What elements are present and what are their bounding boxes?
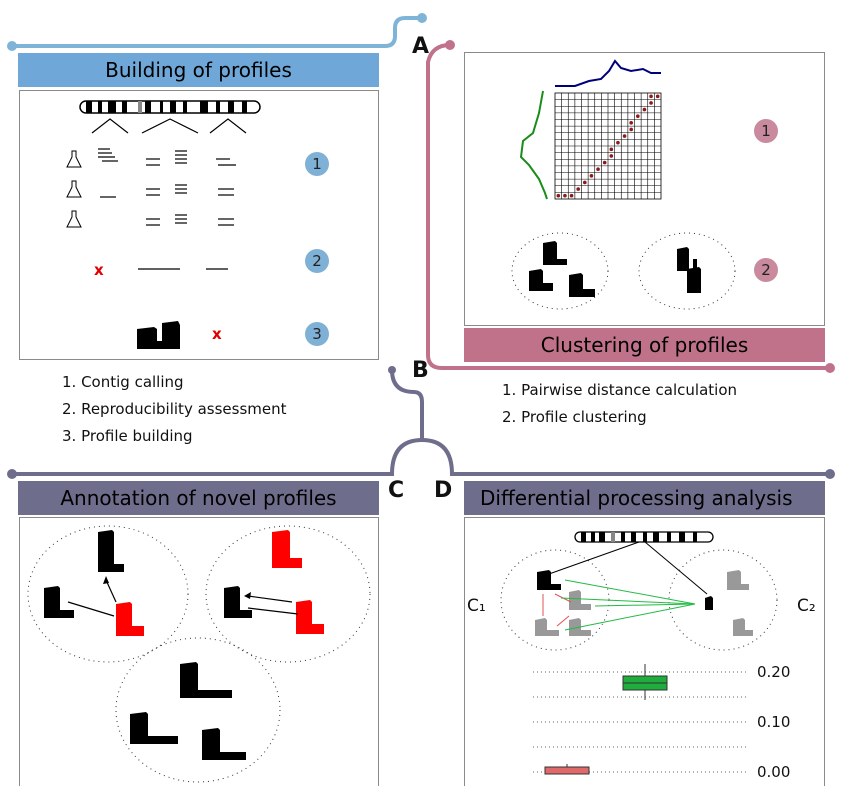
differential-illustration (500, 531, 778, 775)
matrix-dot (569, 193, 574, 198)
panel-c-title: Annotation of novel profiles (18, 481, 379, 515)
profile-clusters (511, 232, 736, 310)
connector-a (12, 16, 422, 48)
panel-a-title: Building of profiles (18, 53, 379, 87)
panel-d-title: Differential processing analysis (464, 481, 825, 515)
panel-b-title: Clustering of profiles (464, 328, 825, 362)
profile-shape (137, 321, 180, 349)
matrix-dot (649, 94, 653, 99)
matrix-dot (616, 140, 620, 145)
matrix-dot (642, 107, 647, 112)
panel-a-steps: 1. Contig calling 2. Reproducibility ass… (62, 369, 287, 450)
section-letter-a: A (412, 34, 430, 59)
axis-tick-label: 0.00 (757, 763, 791, 781)
axis-tick-label: 0.10 (757, 713, 791, 731)
step-badge-2: 2 (305, 249, 329, 273)
matrix-dot (596, 167, 600, 171)
annotation-illustration (27, 525, 371, 783)
panel-b-box: 1 2 (464, 52, 825, 326)
cluster-label-c2: C₂ (797, 596, 816, 616)
section-letter-b: B (412, 358, 429, 383)
step-badge-1: 1 (754, 119, 778, 143)
connector-cd (390, 369, 424, 440)
rejected-mark: x (94, 261, 104, 279)
boxplot-green (622, 664, 668, 700)
panel-a-box: x x 1 2 3 (19, 90, 379, 360)
panel-d-box: C₁ C₂ 0.20 0.10 0.00 (464, 517, 825, 786)
matrix-dot (609, 147, 614, 152)
matrix-dot (629, 121, 633, 125)
step-item: 2. Profile clustering (502, 408, 647, 426)
chromosome-icon (79, 100, 261, 114)
signal-curve-left (519, 90, 548, 200)
step-badge-1: 1 (305, 152, 329, 176)
matrix-dot (649, 101, 653, 105)
section-letter-c: C (388, 478, 405, 503)
panel-c-box (19, 517, 379, 786)
rejected-mark: x (212, 325, 222, 343)
step-badge-2: 2 (754, 258, 778, 282)
matrix-dot (583, 180, 587, 185)
step-item: 1. Contig calling (62, 373, 184, 391)
distance-matrix-illustration (519, 59, 662, 200)
matrix-dot (655, 94, 660, 99)
cluster-label-c1: C₁ (467, 596, 486, 616)
axis-tick-label: 0.20 (757, 663, 791, 681)
section-letter-d: D (434, 478, 453, 503)
chromosome-icon (574, 531, 714, 543)
matrix-dot (602, 160, 607, 165)
step-item: 1. Pairwise distance calculation (502, 381, 738, 399)
matrix-dot (556, 193, 561, 198)
step-badge-3: 3 (305, 322, 329, 346)
matrix-dot (609, 154, 614, 158)
connector-b (426, 43, 830, 370)
matrix-dot (629, 127, 633, 132)
matrix-dot (636, 114, 640, 118)
step-item: 2. Reproducibility assessment (62, 400, 287, 418)
step-item: 3. Profile building (62, 427, 193, 445)
panel-b-steps: 1. Pairwise distance calculation 2. Prof… (502, 377, 737, 431)
matrix-dot (563, 193, 567, 198)
profile-building-illustration: x x (66, 100, 261, 349)
signal-curve-top (555, 59, 661, 87)
matrix-dot (576, 187, 580, 191)
boxplot-red (544, 764, 590, 775)
matrix-dot (589, 174, 594, 178)
matrix-dot (622, 134, 627, 138)
